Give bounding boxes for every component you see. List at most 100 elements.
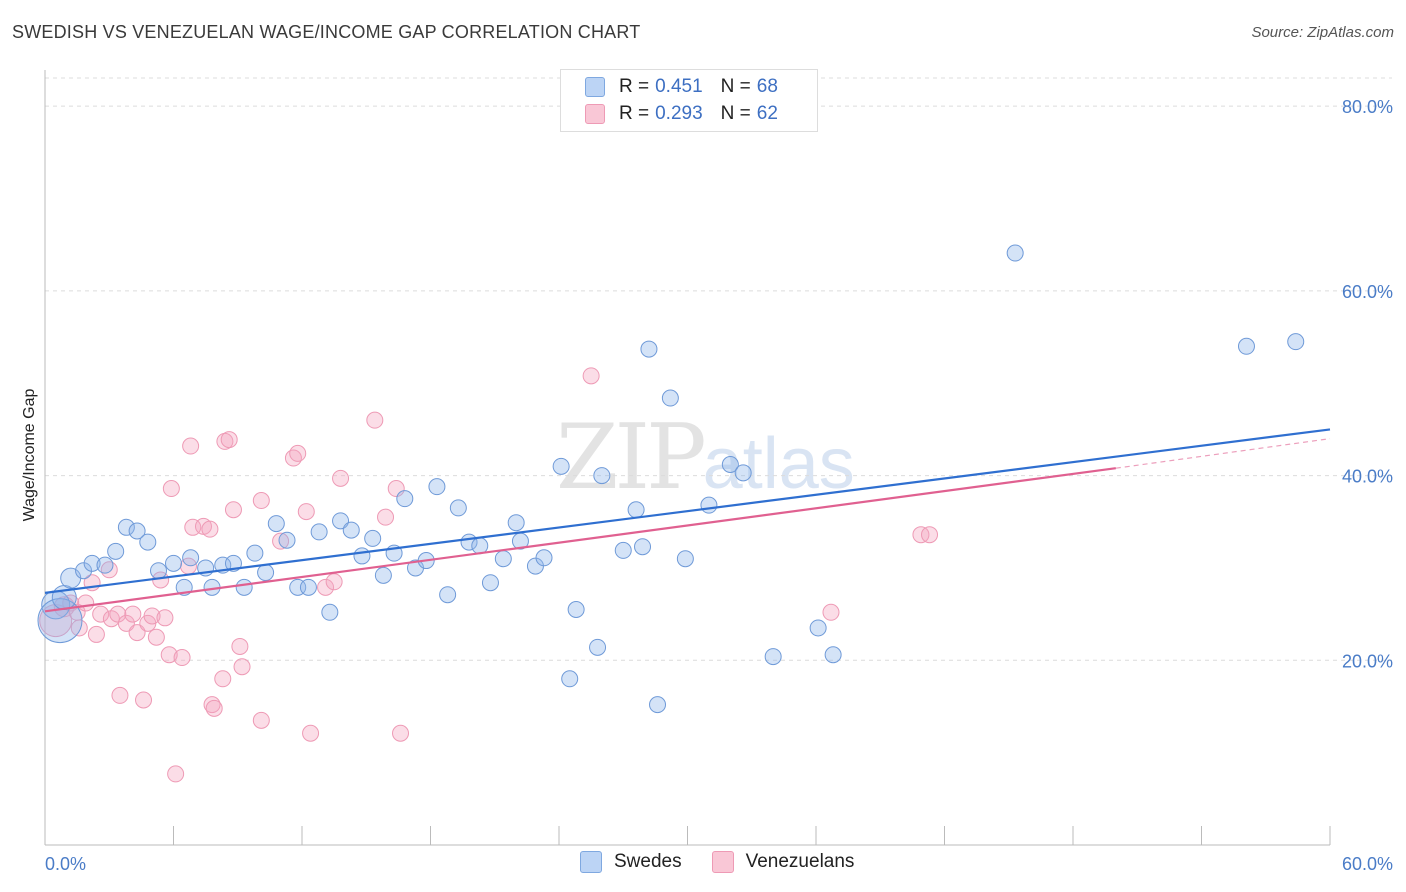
legend-item-swedes: Swedes [580,851,682,873]
swedes-point [150,562,168,580]
swedes-point [278,531,296,549]
r-label: R = [619,103,650,124]
venezuelans-point [143,607,161,625]
venezuelans-point [111,686,129,704]
swedes-point [535,549,553,567]
swedes-point [700,496,718,514]
venezuelans-point [252,711,270,729]
swedes-point [721,456,739,474]
legend-label-swedes: Swedes [614,851,682,872]
venezuelans-point [233,658,251,676]
venezuelans-point [160,646,178,664]
venezuelans-point [92,605,110,623]
swedes-point [809,619,827,637]
swedes-point [567,601,585,618]
swedes-point [428,478,446,496]
swedes-point [734,464,752,482]
venezuelans-point [201,520,219,538]
swedes-point [614,541,632,559]
swedes-trend-line [44,428,1331,594]
n-label: N = [720,76,751,97]
swedes-point [353,547,371,565]
venezuelans-point [392,724,410,742]
r-value-venezuelans: 0.293 [655,103,703,124]
venezuelans-point [173,649,191,667]
venezuelans-point [117,614,135,632]
venezuelans-point [317,578,335,596]
venezuelans-point [128,624,146,642]
series-legend: Swedes Venezuelans [580,851,884,873]
legend-label-venezuelans: Venezuelans [745,851,855,872]
swedes-point [634,538,652,556]
swedes-point [1287,333,1305,351]
venezuelans-point [289,444,307,462]
y-tick-label: 60.0% [1342,282,1393,302]
venezuelans-point [912,526,930,544]
swedes-point [182,549,200,567]
venezuelans-point [70,619,88,637]
venezuelans-point [252,492,270,510]
swedes-point [107,542,125,560]
swedes-point [235,578,253,596]
swedes-point [246,544,264,562]
swedes-legend-icon [580,851,602,873]
swedes-point [764,648,782,666]
swedes-point [627,501,645,519]
x-tick-label-min: 0.0% [45,854,86,874]
venezuelans-point [272,532,290,550]
venezuelans-point [147,628,165,646]
swedes-point [299,578,317,596]
zipatlas-watermark: ZIPatlas [556,405,855,510]
swedes-point [1006,244,1024,262]
n-value-venezuelans: 62 [756,103,778,124]
y-tick-label: 40.0% [1342,467,1393,487]
venezuelans-point [332,469,350,487]
n-value-swedes: 68 [756,76,778,97]
venezuelans-swatch-icon [585,104,605,124]
venezuelans-point [216,432,234,450]
swedes-point [481,574,499,592]
swedes-point [342,521,360,539]
venezuelans-point [205,699,223,717]
y-tick-label: 80.0% [1342,97,1393,117]
venezuelans-point [366,411,384,429]
venezuelans-point [77,594,95,612]
chart-title: SWEDISH VS VENEZUELAN WAGE/INCOME GAP CO… [12,22,641,42]
swedes-point [128,522,146,540]
swedes-point [364,529,382,547]
venezuelans-point [156,609,174,627]
swedes-point [396,490,414,508]
venezuelans-point [214,670,232,688]
swedes-point [494,550,512,568]
venezuelans-point [109,605,127,623]
r-value-swedes: 0.451 [655,76,703,97]
swedes-point [439,586,457,604]
swedes-point [257,564,275,582]
swedes-point [117,518,135,536]
swedes-point [1237,337,1255,355]
venezuelans-point [921,526,939,544]
x-tick-label-max: 60.0% [1342,854,1393,874]
swedes-point [593,467,611,485]
legend-item-venezuelans: Venezuelans [711,851,855,873]
swedes-point [561,670,579,688]
venezuelans-point [87,625,105,643]
venezuelans-point [377,508,395,526]
venezuelans-point [822,603,840,621]
swedes-point [661,389,679,407]
swedes-point [321,603,339,621]
swedes-swatch-icon [585,77,605,97]
venezuelans-trend-line [44,467,1116,613]
source-credit: Source: ZipAtlas.com [1251,24,1394,41]
swedes-point [165,554,182,572]
venezuelans-legend-icon [711,851,734,873]
venezuelans-point [231,637,249,655]
swedes-point [75,562,93,580]
venezuelans-point [135,691,153,709]
n-label: N = [720,103,751,124]
venezuelans-point [220,431,238,449]
swedes-point [332,512,350,530]
swedes-point [37,598,83,644]
y-tick-label: 20.0% [1342,651,1393,671]
